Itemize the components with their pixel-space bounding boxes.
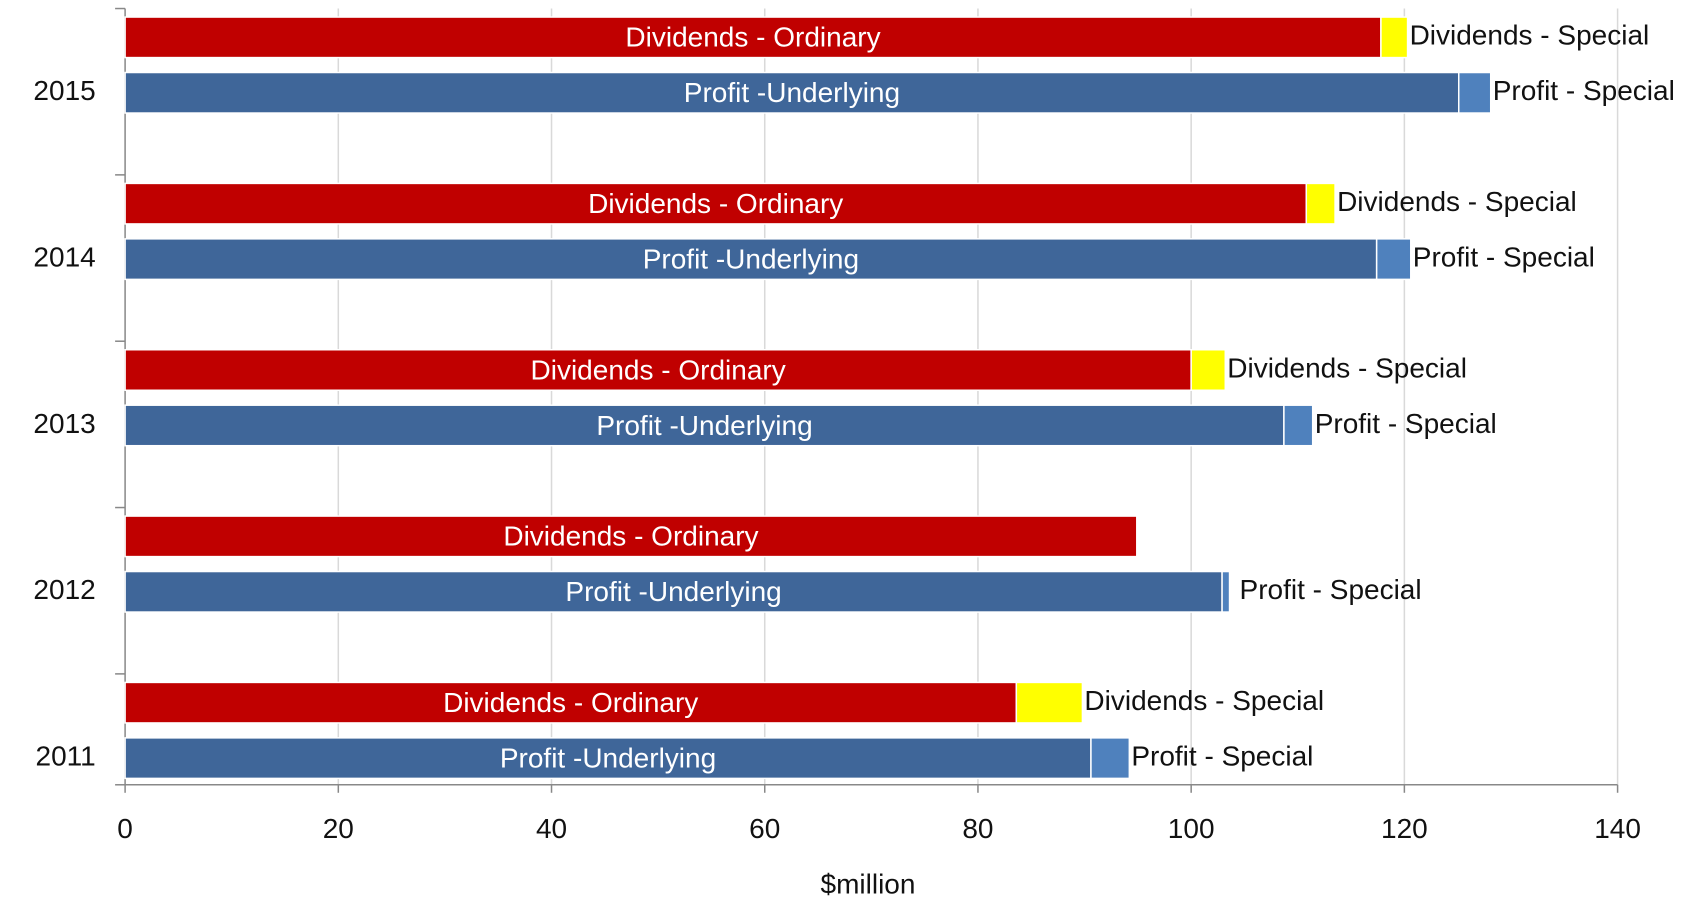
y-tick-label: 2015 bbox=[33, 75, 95, 106]
bar-label: Profit -Underlying bbox=[643, 243, 859, 274]
x-tick-label: 120 bbox=[1381, 813, 1428, 844]
x-tick-label: 20 bbox=[323, 813, 354, 844]
bar-segment bbox=[1090, 737, 1131, 780]
x-axis-label: $million bbox=[821, 868, 916, 899]
bar-segment bbox=[124, 238, 1378, 281]
bar-segment bbox=[1305, 182, 1336, 225]
bar-label: Profit -Underlying bbox=[565, 576, 781, 607]
x-tick-label: 100 bbox=[1168, 813, 1215, 844]
y-tick-label: 2014 bbox=[33, 241, 95, 272]
x-tick-label: 0 bbox=[117, 813, 133, 844]
bar-label: Profit -Underlying bbox=[684, 77, 900, 108]
bar-label: Dividends - Ordinary bbox=[531, 354, 786, 385]
bar-segment bbox=[124, 681, 1018, 724]
bar-segment bbox=[1015, 681, 1084, 724]
bar-label: Dividends - Special bbox=[1337, 186, 1577, 217]
bar-label: Dividends - Special bbox=[1084, 685, 1324, 716]
bar-segment bbox=[124, 71, 1460, 114]
y-tick-label: 2012 bbox=[33, 574, 95, 605]
bar-segment bbox=[124, 737, 1092, 780]
bar-label: Profit -Underlying bbox=[500, 743, 716, 774]
bar-segment bbox=[1283, 404, 1314, 447]
bar-label: Dividends - Ordinary bbox=[625, 22, 880, 53]
bar-label: Dividends - Special bbox=[1410, 20, 1650, 51]
x-tick-label: 60 bbox=[749, 813, 780, 844]
bar-label: Dividends - Special bbox=[1227, 352, 1467, 383]
bar-segment bbox=[1380, 16, 1409, 59]
bar-label: Dividends - Ordinary bbox=[443, 687, 698, 718]
bar-label: Dividends - Ordinary bbox=[588, 188, 843, 219]
bar-segment bbox=[124, 570, 1223, 613]
bar-label: Profit - Special bbox=[1493, 75, 1675, 106]
bar-label: Profit - Special bbox=[1131, 741, 1313, 772]
bar-label: Profit -Underlying bbox=[596, 410, 812, 441]
bar-label: Profit - Special bbox=[1413, 241, 1595, 272]
bar-label: Dividends - Ordinary bbox=[503, 521, 758, 552]
bar-label: Profit - Special bbox=[1240, 574, 1422, 605]
bar-segment bbox=[1221, 570, 1231, 613]
bar-segment bbox=[124, 515, 1138, 558]
x-tick-label: 40 bbox=[536, 813, 567, 844]
bar-segment bbox=[1457, 71, 1492, 114]
bar-segment bbox=[124, 182, 1308, 225]
bar-segment bbox=[1375, 238, 1412, 281]
x-tick-label: 80 bbox=[962, 813, 993, 844]
y-tick-label: 2013 bbox=[33, 408, 95, 439]
bar-segment bbox=[124, 16, 1382, 59]
bar-segment bbox=[1190, 348, 1227, 392]
bar-segment bbox=[124, 404, 1285, 447]
bar-label: Profit - Special bbox=[1315, 408, 1497, 439]
y-tick-label: 2011 bbox=[36, 741, 96, 772]
bar-segment bbox=[124, 348, 1192, 392]
x-tick-label: 140 bbox=[1594, 813, 1641, 844]
